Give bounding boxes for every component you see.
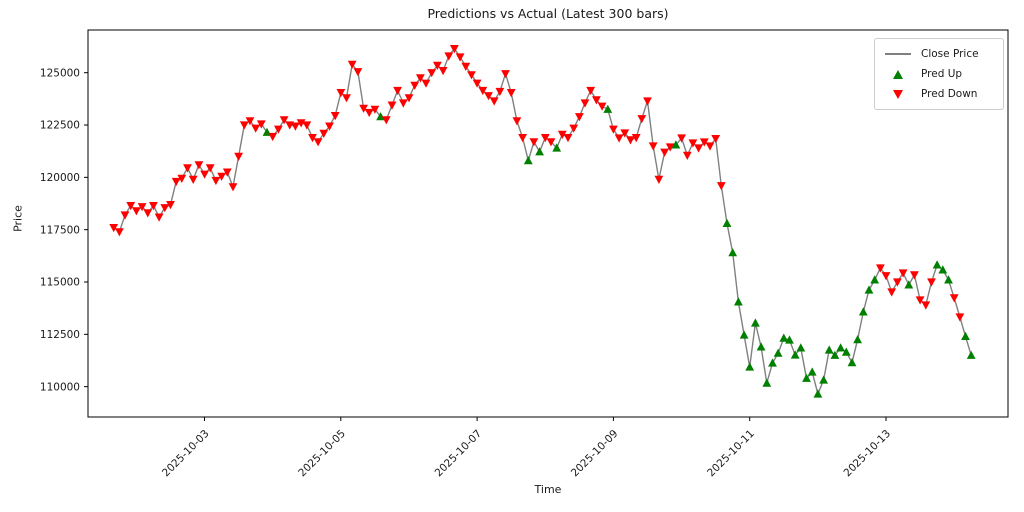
svg-text:2025-10-13: 2025-10-13 xyxy=(841,428,893,480)
svg-text:2025-10-11: 2025-10-11 xyxy=(705,428,757,480)
triangle-up-icon xyxy=(883,69,913,79)
legend-item-pred-down: Pred Down xyxy=(883,84,995,104)
legend-item-close-price: Close Price xyxy=(883,44,995,64)
svg-text:120000: 120000 xyxy=(40,172,80,184)
legend-label-pred-down: Pred Down xyxy=(921,88,978,100)
legend-item-pred-up: Pred Up xyxy=(883,64,995,84)
svg-text:2025-10-09: 2025-10-09 xyxy=(569,428,621,480)
triangle-down-icon xyxy=(883,89,913,99)
svg-text:125000: 125000 xyxy=(40,67,80,79)
svg-text:115000: 115000 xyxy=(40,277,80,289)
legend-label-close-price: Close Price xyxy=(921,48,979,60)
x-axis-label: Time xyxy=(534,483,562,496)
chart-title: Predictions vs Actual (Latest 300 bars) xyxy=(427,6,669,21)
svg-text:2025-10-03: 2025-10-03 xyxy=(160,428,212,480)
svg-text:110000: 110000 xyxy=(40,381,80,393)
svg-text:2025-10-05: 2025-10-05 xyxy=(296,428,348,480)
svg-text:117500: 117500 xyxy=(40,224,80,236)
svg-text:2025-10-07: 2025-10-07 xyxy=(433,428,485,480)
legend-label-pred-up: Pred Up xyxy=(921,68,963,80)
svg-text:112500: 112500 xyxy=(40,329,80,341)
legend: Close Price Pred Up Pred Down xyxy=(874,38,1004,110)
line-swatch-icon xyxy=(883,53,913,55)
svg-text:122500: 122500 xyxy=(40,120,80,132)
